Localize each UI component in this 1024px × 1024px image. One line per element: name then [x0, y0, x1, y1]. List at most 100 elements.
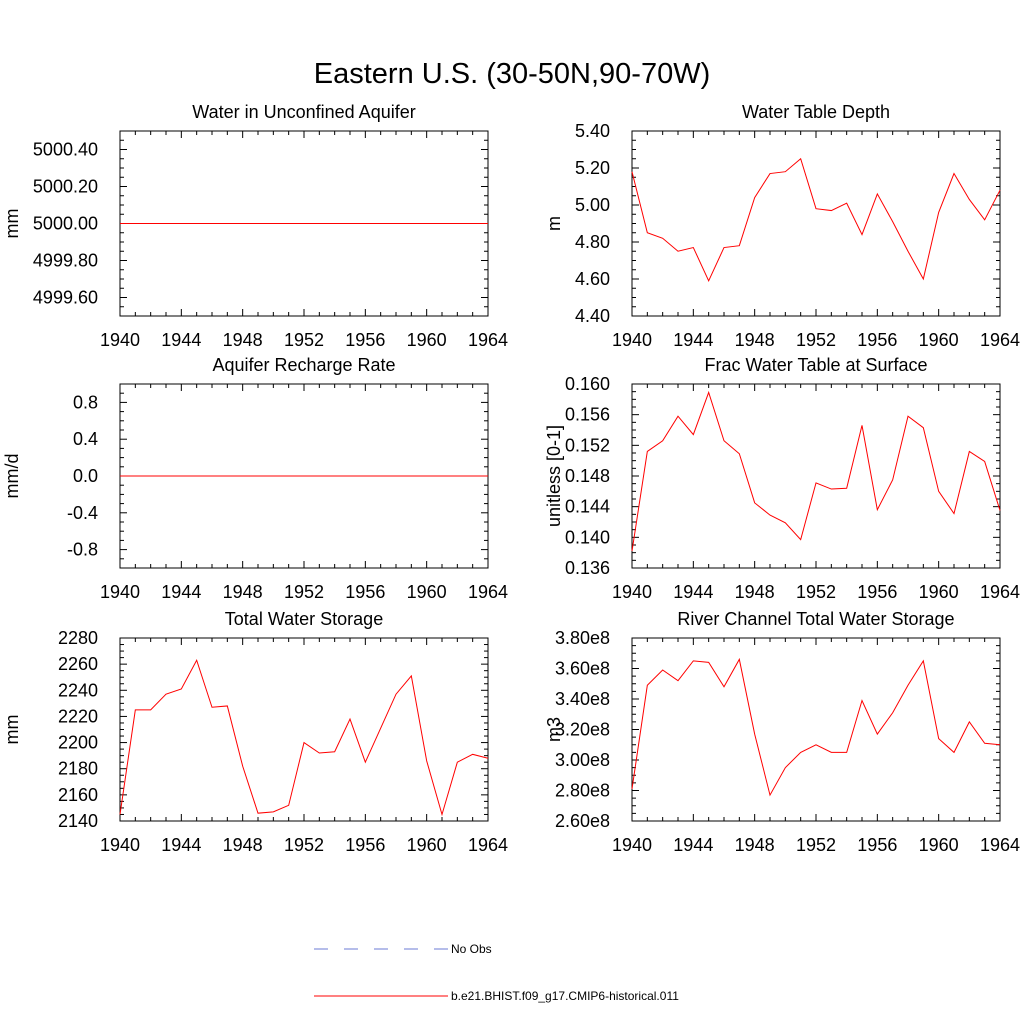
x-tick-label: 1952	[796, 582, 836, 602]
y-axis-label: unitless [0-1]	[544, 425, 564, 527]
y-tick-label: 5000.00	[33, 214, 98, 234]
y-tick-label: 3.60e8	[555, 659, 610, 679]
panel-title: Water in Unconfined Aquifer	[192, 102, 415, 122]
panel-3: 1940 1944 1948 1952 1956 1960 1964 0.8 0.4 0.0 -0.…	[2, 355, 508, 602]
series-line	[631, 157, 1001, 283]
y-tick-label: 5.40	[575, 121, 610, 141]
y-tick-label: 5000.40	[33, 140, 98, 160]
series-line	[631, 390, 1001, 552]
x-tick-label: 1944	[161, 582, 201, 602]
panel-1: 1940 1944 1948 1952 1956 1960 1964 5000.40 5000.…	[2, 102, 508, 350]
x-tick-label: 1940	[612, 582, 652, 602]
x-tick-label: 1948	[223, 582, 263, 602]
panel-title: Aquifer Recharge Rate	[212, 355, 395, 375]
y-tick-label: 0.148	[565, 466, 610, 486]
x-tick-label: 1956	[345, 582, 385, 602]
legend: No Obs b.e21.BHIST.f09_g17.CMIP6-historic…	[314, 942, 679, 1003]
y-tick-label: 2.60e8	[555, 811, 610, 831]
y-tick-label: 4.60	[575, 269, 610, 289]
y-tick-label: 0.0	[73, 466, 98, 486]
y-tick-label: 4999.80	[33, 251, 98, 271]
y-tick-label: 0.140	[565, 527, 610, 547]
y-tick-label: 4999.60	[33, 288, 98, 308]
y-tick-label: 0.144	[565, 497, 610, 517]
legend-label-2: b.e21.BHIST.f09_g17.CMIP6-historical.011	[451, 989, 679, 1003]
x-tick-label: 1956	[345, 835, 385, 855]
y-axis-label: mm	[2, 209, 22, 239]
x-tick-label: 1952	[284, 582, 324, 602]
x-tick-label: 1948	[735, 330, 775, 350]
x-tick-label: 1952	[284, 330, 324, 350]
x-tick-label: 1940	[100, 582, 140, 602]
y-tick-label: 2160	[58, 785, 98, 805]
y-tick-label: 5.00	[575, 195, 610, 215]
panel-4: 1940 1944 1948 1952 1956 1960 1964 0.160 0.156 0.…	[544, 355, 1020, 602]
x-tick-label: 1944	[161, 330, 201, 350]
x-tick-label: 1948	[223, 330, 263, 350]
y-tick-label: 0.8	[73, 392, 98, 412]
y-tick-label: 4.80	[575, 232, 610, 252]
x-tick-label: 1952	[796, 835, 836, 855]
y-axis-label: mm	[2, 715, 22, 745]
x-tick-label: 1944	[673, 582, 713, 602]
y-tick-label: -0.8	[67, 540, 98, 560]
y-tick-label: 0.136	[565, 558, 610, 578]
panel-title: River Channel Total Water Storage	[677, 609, 954, 629]
y-tick-label: 5.20	[575, 158, 610, 178]
y-tick-label: 4.40	[575, 306, 610, 326]
x-tick-label: 1948	[735, 582, 775, 602]
x-tick-label: 1948	[223, 835, 263, 855]
panel-6: 1940 1944 1948 1952 1956 1960 1964 3.80e8 3.60e8…	[544, 609, 1020, 855]
plot-frame	[631, 383, 1001, 569]
y-tick-label: 3.00e8	[555, 750, 610, 770]
x-tick-label: 1940	[612, 330, 652, 350]
panel-title: Water Table Depth	[742, 102, 890, 122]
x-tick-label: 1964	[980, 582, 1020, 602]
x-tick-label: 1964	[468, 582, 508, 602]
x-tick-label: 1944	[673, 330, 713, 350]
panel-2: 1940 1944 1948 1952 1956 1960 1964 5.40 5.20 5.00…	[544, 102, 1020, 350]
panels: 1940 1944 1948 1952 1956 1960 1964 5000.40 5000.…	[2, 102, 1020, 855]
y-tick-label: 2220	[58, 706, 98, 726]
x-tick-label: 1944	[161, 835, 201, 855]
y-tick-label: 0.160	[565, 374, 610, 394]
x-tick-label: 1956	[857, 582, 897, 602]
y-tick-label: 0.152	[565, 435, 610, 455]
y-tick-label: 2180	[58, 759, 98, 779]
x-tick-label: 1952	[284, 835, 324, 855]
y-axis-label: m3	[544, 717, 564, 742]
figure-title: Eastern U.S. (30-50N,90-70W)	[314, 58, 710, 90]
y-tick-label: 0.4	[73, 429, 98, 449]
x-tick-label: 1940	[100, 330, 140, 350]
y-tick-label: 3.20e8	[555, 720, 610, 740]
x-tick-label: 1960	[919, 835, 959, 855]
x-tick-label: 1940	[100, 835, 140, 855]
legend-label-1: No Obs	[451, 942, 492, 956]
y-axis-label: m	[544, 216, 564, 231]
x-tick-label: 1948	[735, 835, 775, 855]
y-tick-label: -0.4	[67, 503, 98, 523]
y-tick-label: 2280	[58, 628, 98, 648]
y-tick-label: 2140	[58, 811, 98, 831]
y-tick-label: 3.80e8	[555, 628, 610, 648]
x-tick-label: 1956	[857, 835, 897, 855]
panel-title: Total Water Storage	[225, 609, 383, 629]
plot-frame	[631, 637, 1001, 822]
x-tick-label: 1960	[919, 330, 959, 350]
plot-frame	[631, 130, 1001, 317]
series-line	[631, 657, 1001, 797]
panel-title: Frac Water Table at Surface	[704, 355, 927, 375]
x-tick-label: 1964	[980, 835, 1020, 855]
x-tick-label: 1956	[857, 330, 897, 350]
x-tick-label: 1960	[407, 582, 447, 602]
x-tick-label: 1964	[980, 330, 1020, 350]
panel-5: 1940 1944 1948 1952 1956 1960 1964 2280 2260 2240…	[2, 609, 508, 855]
y-tick-label: 5000.20	[33, 177, 98, 197]
x-tick-label: 1940	[612, 835, 652, 855]
y-tick-label: 2200	[58, 733, 98, 753]
y-tick-label: 2260	[58, 654, 98, 674]
x-tick-label: 1964	[468, 835, 508, 855]
x-tick-label: 1960	[407, 330, 447, 350]
y-tick-label: 2240	[58, 680, 98, 700]
x-tick-label: 1944	[673, 835, 713, 855]
